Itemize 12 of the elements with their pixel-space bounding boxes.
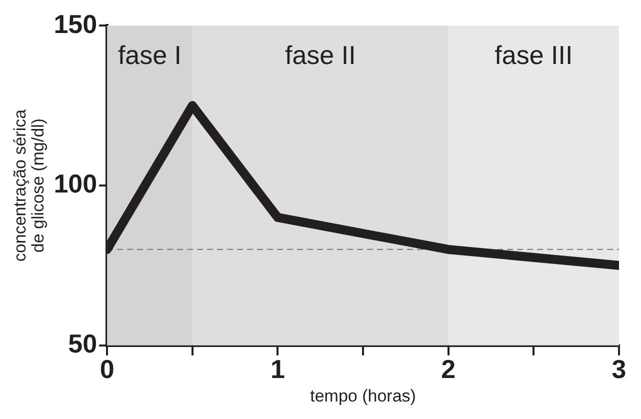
x-tick-label: 1 [270,354,285,384]
x-axis-title: tempo (horas) [310,386,416,406]
y-tick-label: 100 [54,168,98,199]
y-tick-label: 150 [54,8,98,39]
x-tick-label: 3 [612,354,626,384]
band-label: fase I [118,40,182,70]
y-axis-title: concentração sérica de glicose (mg/dl) [10,108,48,262]
y-tick-label: 50 [68,328,98,359]
x-tick-label: 2 [441,354,456,384]
band-label: fase II [284,40,356,70]
x-tick-label: 0 [100,354,114,384]
band-label: fase III [494,40,573,70]
